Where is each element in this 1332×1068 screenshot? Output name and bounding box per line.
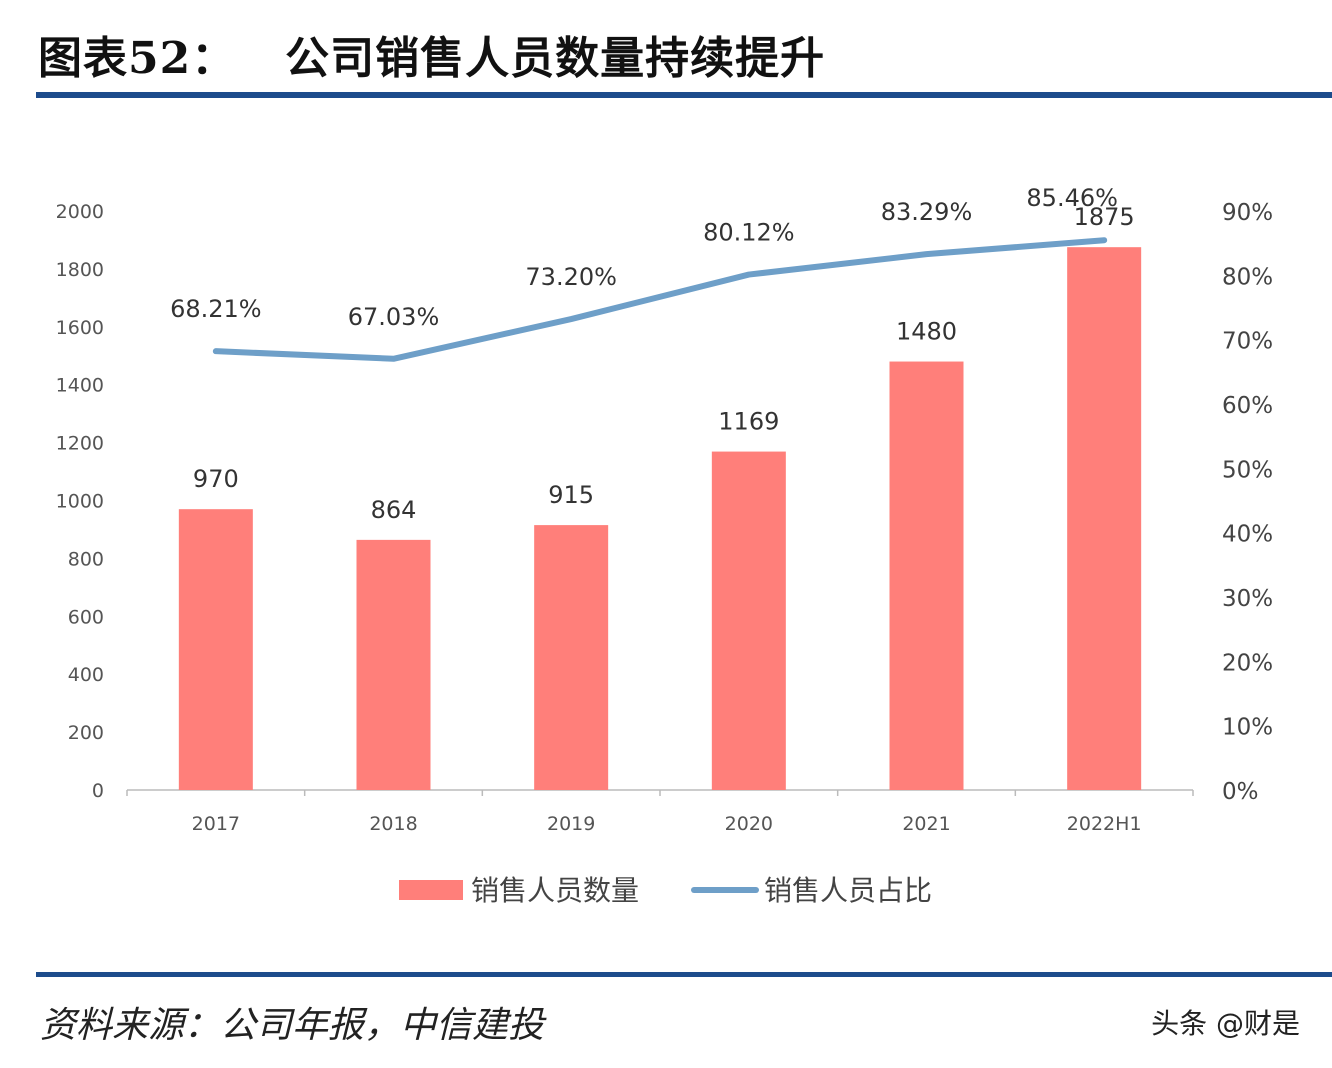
x-tick-label: 2020: [725, 813, 773, 835]
y-right-tick: 30%: [1222, 586, 1273, 612]
bar-data-label: 1169: [718, 408, 779, 436]
line-data-label: 85.46%: [1026, 184, 1118, 212]
x-tick-label: 2021: [902, 813, 950, 835]
bar-data-label: 1480: [896, 318, 957, 346]
line-data-label: 73.20%: [525, 263, 617, 291]
line-data-label: 83.29%: [881, 198, 973, 226]
legend-bar-label: 销售人员数量: [471, 874, 639, 907]
y-left-tick: 1800: [56, 259, 104, 281]
y-right-tick: 70%: [1222, 329, 1273, 355]
bar-data-label: 1875: [1074, 203, 1135, 231]
y-right-tick: 0%: [1222, 779, 1259, 805]
bar-2017: [178, 509, 253, 790]
bar-2018: [356, 539, 431, 790]
y-left-tick: 1200: [56, 433, 104, 455]
y-right-tick: 60%: [1222, 393, 1273, 419]
bar-2021: [889, 361, 964, 790]
x-tick-label: 2018: [369, 813, 417, 835]
y-right-tick: 40%: [1222, 522, 1273, 548]
watermark: 头条 @财是: [1151, 1007, 1300, 1040]
bar-2022H1: [1067, 247, 1142, 790]
bar-data-label: 864: [371, 496, 417, 524]
bar-data-label: 970: [193, 465, 239, 493]
y-left-tick: 200: [68, 722, 104, 744]
x-tick-label: 2017: [192, 813, 240, 835]
x-tick-label: 2022H1: [1067, 813, 1142, 835]
line-data-label: 80.12%: [703, 219, 795, 247]
bar-2020: [711, 451, 786, 790]
y-right-tick: 90%: [1222, 200, 1273, 226]
source-note: 资料来源：公司年报，中信建投: [40, 1005, 545, 1046]
y-left-tick: 2000: [56, 201, 104, 223]
y-right-tick: 80%: [1222, 264, 1273, 290]
y-left-tick: 800: [68, 548, 104, 570]
title-divider: [36, 92, 1332, 98]
y-right-tick: 20%: [1222, 650, 1273, 676]
y-right-tick: 10%: [1222, 715, 1273, 741]
y-left-tick: 1000: [56, 491, 104, 513]
page-title: 图表52： 公司销售人员数量持续提升: [38, 33, 826, 84]
line-data-label: 68.21%: [170, 295, 262, 323]
bar-data-label: 915: [548, 481, 594, 509]
legend-bar-swatch: [399, 880, 463, 900]
y-right-tick: 50%: [1222, 457, 1273, 483]
y-left-tick: 1600: [56, 317, 104, 339]
x-tick-label: 2019: [547, 813, 595, 835]
line-data-label: 67.03%: [348, 303, 440, 331]
y-left-tick: 1400: [56, 375, 104, 397]
bar-2019: [534, 525, 609, 790]
legend-line-label: 销售人员占比: [764, 874, 932, 907]
y-left-tick: 600: [68, 606, 104, 628]
footer-divider: [36, 972, 1332, 977]
y-left-tick: 0: [92, 780, 104, 802]
line-series: [212, 237, 1108, 362]
y-left-tick: 400: [68, 664, 104, 686]
